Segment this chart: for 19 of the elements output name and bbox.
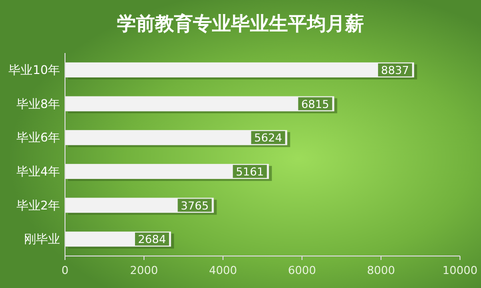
data-label: 6815 [301,98,330,111]
data-label: 3765 [180,199,209,212]
y-tick-label: 毕业8年 [16,96,60,111]
x-tick-label: 2000 [130,264,158,277]
x-tick-label: 8000 [367,264,395,277]
y-tick-label: 毕业6年 [16,130,60,145]
y-tick-label: 刚毕业 [24,232,60,246]
y-tick-label: 毕业2年 [16,198,60,212]
x-tick-label: 4000 [209,264,237,277]
chart-title: 学前教育专业毕业生平均月薪 [117,13,364,35]
y-tick-label: 毕业4年 [16,164,60,178]
data-label: 5624 [254,132,282,145]
y-tick-label: 毕业10年 [8,62,60,77]
x-tick-label: 0 [62,264,68,277]
data-label: 5161 [236,165,264,178]
data-label: 8837 [381,64,410,77]
x-tick-label: 10000 [442,264,478,277]
x-tick-label: 6000 [288,264,316,277]
data-label: 2684 [138,233,166,246]
